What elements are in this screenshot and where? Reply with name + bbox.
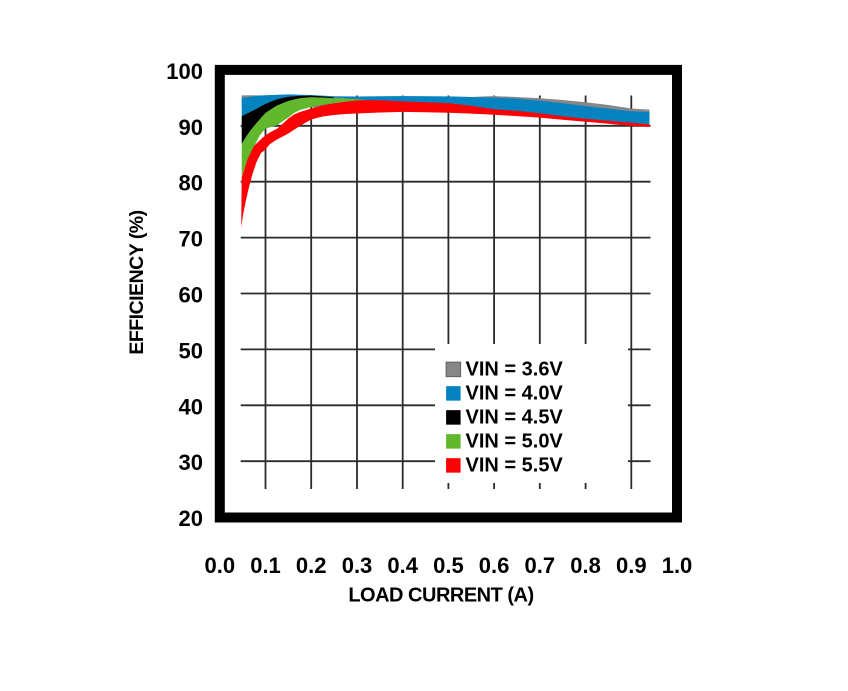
svg-text:90: 90 xyxy=(179,115,203,140)
svg-text:EFFICIENCY (%): EFFICIENCY (%) xyxy=(126,210,148,354)
svg-text:80: 80 xyxy=(179,171,203,196)
svg-text:VIN = 3.6V: VIN = 3.6V xyxy=(466,358,564,380)
svg-text:1.0: 1.0 xyxy=(662,553,693,578)
svg-text:100: 100 xyxy=(166,59,203,84)
svg-text:0.4: 0.4 xyxy=(387,553,418,578)
svg-text:0.7: 0.7 xyxy=(525,553,556,578)
svg-text:0.6: 0.6 xyxy=(479,553,510,578)
svg-text:0.9: 0.9 xyxy=(616,553,647,578)
svg-text:0.1: 0.1 xyxy=(250,553,281,578)
svg-text:0.3: 0.3 xyxy=(342,553,373,578)
svg-text:0.5: 0.5 xyxy=(433,553,464,578)
svg-text:0.0: 0.0 xyxy=(205,553,236,578)
svg-text:70: 70 xyxy=(179,227,203,252)
svg-text:50: 50 xyxy=(179,338,203,363)
svg-text:0.8: 0.8 xyxy=(570,553,601,578)
svg-text:30: 30 xyxy=(179,450,203,475)
svg-text:LOAD CURRENT (A): LOAD CURRENT (A) xyxy=(348,585,533,607)
svg-text:40: 40 xyxy=(179,394,203,419)
svg-text:VIN = 5.0V: VIN = 5.0V xyxy=(466,430,564,452)
svg-text:VIN = 4.0V: VIN = 4.0V xyxy=(466,382,564,404)
svg-text:VIN = 5.5V: VIN = 5.5V xyxy=(466,454,564,476)
svg-text:20: 20 xyxy=(179,506,203,531)
svg-text:0.2: 0.2 xyxy=(296,553,327,578)
svg-text:60: 60 xyxy=(179,283,203,308)
svg-text:VIN = 4.5V: VIN = 4.5V xyxy=(466,406,564,428)
